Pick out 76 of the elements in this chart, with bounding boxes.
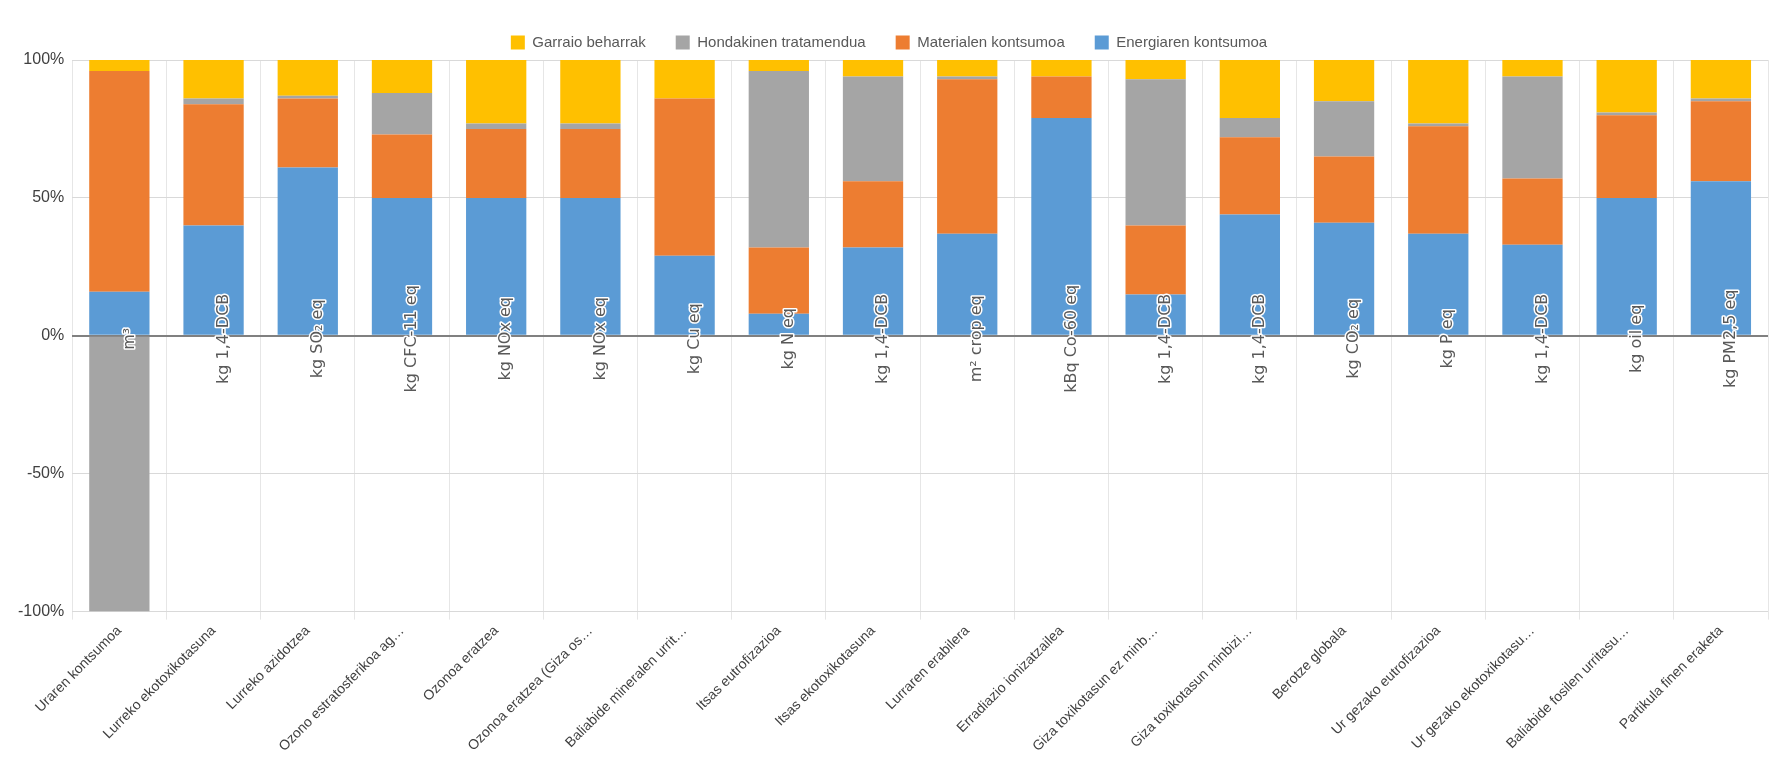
bar [466,128,527,198]
annotation: kg NOx eq [589,297,609,381]
bar [1596,60,1657,113]
bar [1313,101,1375,157]
bar [1219,117,1280,138]
bar [560,123,621,129]
bar [1313,60,1375,102]
bar [1125,225,1186,295]
legend-label: Materialen kontsumoa [917,32,1066,50]
legend-label: Energiaren kontsumoa [1116,32,1268,50]
bar [842,181,904,248]
y-tick-label: -50% [26,464,65,482]
bar [183,104,244,226]
annotation: kg 1,4-DCB [1154,293,1174,384]
bar [1313,156,1375,223]
bar [1690,60,1752,99]
bar [560,60,621,124]
bar [183,60,244,99]
bar [277,60,338,96]
annotation: kBq Co-60 eq [1060,284,1080,393]
legend-label: Hondakinen tratamendua [697,32,867,50]
bar [1031,60,1092,77]
bar [842,60,904,77]
annotation: kg Cu eq [683,303,703,375]
bar [1408,126,1469,234]
annotation: kg oil eq [1625,304,1645,373]
bar [748,71,809,248]
bar [277,98,338,168]
y-tick-label: 0% [41,326,65,344]
bar [1690,101,1752,182]
bar [1219,60,1280,118]
bar [371,93,433,135]
bar [1596,115,1657,198]
bar [1596,112,1657,116]
annotation: kg 1,4-DCB [212,293,232,384]
annotation: kg 1,4-DCB [872,293,892,384]
bar [654,98,715,256]
y-tick-label: 50% [32,188,65,206]
bar [1125,79,1186,226]
annotation: kg CFC-11 eq [401,285,421,393]
bar [1502,60,1563,77]
annotation: m³ [118,327,138,350]
bar [89,60,150,72]
bar [1219,137,1280,215]
annotation: m² crop eq [966,295,986,383]
bar [1502,76,1563,179]
bar [277,95,338,99]
bar [1408,233,1469,335]
annotation: kg PM2,5 eq [1720,289,1740,389]
bar [654,60,715,99]
annotation: kg NOx eq [495,297,515,381]
annotation: kg 1,4-DCB [1249,293,1269,384]
bar [371,134,433,198]
y-tick-label: -100% [18,602,65,620]
bar [466,60,527,124]
bar [937,79,998,234]
bar [1408,123,1469,127]
annotation: kg SO₂ eq [306,299,326,379]
bar [1502,178,1563,245]
legend-label: Garraio beharrak [532,32,647,50]
bar [748,60,809,72]
annotation: kg N eq [777,308,797,370]
bar [89,71,150,292]
bar [842,76,904,182]
bar [1031,76,1092,118]
bar [937,60,998,77]
bar [466,123,527,129]
bar [1408,60,1469,124]
bar [1125,60,1186,80]
bar [371,60,433,94]
annotation: kg CO₂ eq [1343,298,1363,379]
y-tick-label: 100% [23,50,65,68]
bar [183,98,244,105]
bar [560,128,621,198]
annotation: kg 1,4-DCB [1531,293,1551,384]
annotation: kg P eq [1437,309,1457,369]
